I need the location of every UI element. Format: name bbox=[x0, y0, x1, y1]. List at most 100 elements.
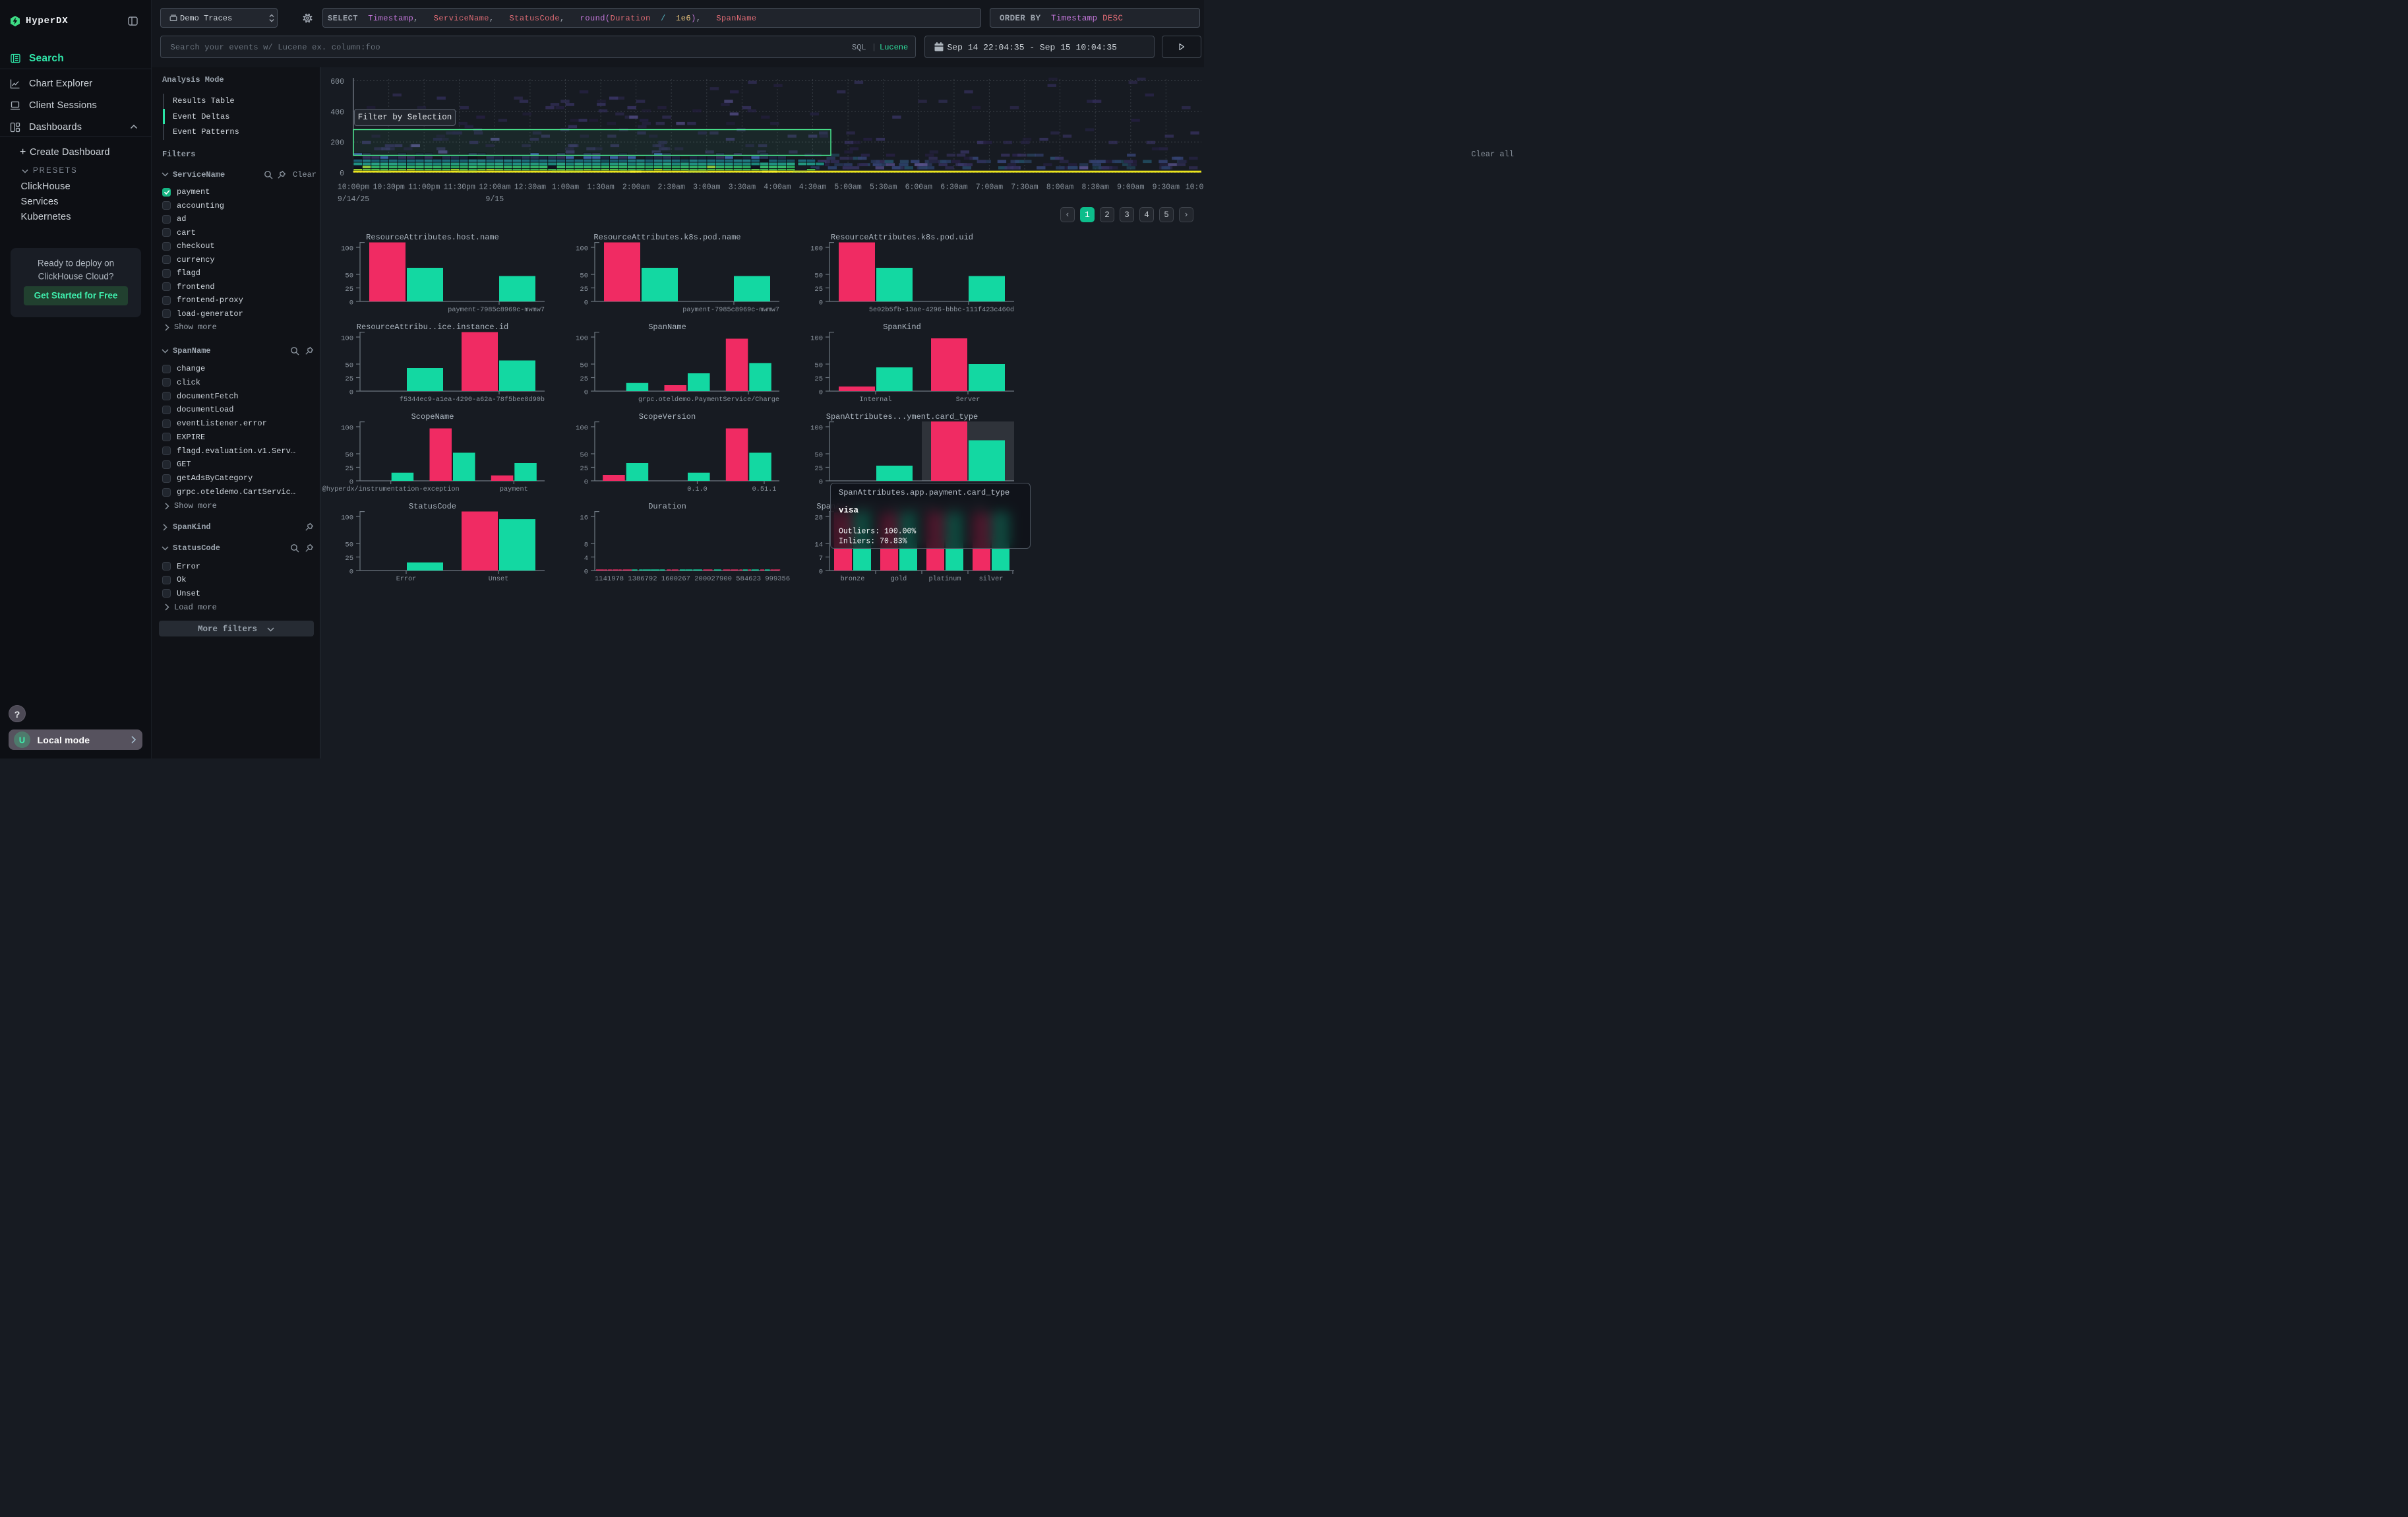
svg-text:SpanName: SpanName bbox=[648, 323, 686, 332]
svg-text:0: 0 bbox=[819, 479, 823, 487]
svg-text:5e02b5fb-13ae-4296-bbbc-111f42: 5e02b5fb-13ae-4296-bbbc-111f423c460d bbox=[869, 306, 1014, 314]
svg-text:0: 0 bbox=[819, 299, 823, 307]
svg-text:0: 0 bbox=[584, 479, 588, 487]
svg-text:14: 14 bbox=[814, 542, 823, 549]
svg-text:1:30am: 1:30am bbox=[587, 183, 615, 192]
svg-text:Unset: Unset bbox=[489, 576, 509, 583]
svg-text:25: 25 bbox=[345, 555, 353, 563]
svg-text:9:00am: 9:00am bbox=[1117, 183, 1145, 192]
svg-text:16: 16 bbox=[580, 514, 588, 522]
svg-text:8:30am: 8:30am bbox=[1081, 183, 1109, 192]
svg-text:2:30am: 2:30am bbox=[657, 183, 685, 192]
svg-text:11:30pm: 11:30pm bbox=[444, 183, 475, 192]
svg-text:0: 0 bbox=[819, 569, 823, 576]
svg-text:0: 0 bbox=[584, 569, 588, 576]
svg-text:50: 50 bbox=[345, 272, 353, 280]
svg-text:50: 50 bbox=[345, 542, 353, 549]
svg-text:2:00am: 2:00am bbox=[622, 183, 650, 192]
svg-text:11:00pm: 11:00pm bbox=[408, 183, 440, 192]
svg-text:25: 25 bbox=[345, 375, 353, 383]
svg-text:50: 50 bbox=[814, 452, 823, 460]
svg-text:4:00am: 4:00am bbox=[764, 183, 791, 192]
svg-text:100: 100 bbox=[576, 245, 588, 253]
svg-text:50: 50 bbox=[580, 361, 588, 369]
svg-text:9/15: 9/15 bbox=[485, 195, 504, 204]
svg-text:Server: Server bbox=[956, 396, 980, 404]
svg-text:0: 0 bbox=[349, 299, 353, 307]
svg-text:0: 0 bbox=[584, 299, 588, 307]
svg-text:100: 100 bbox=[810, 334, 823, 342]
svg-text:10:00am: 10:00am bbox=[1186, 183, 1204, 192]
svg-text:gold: gold bbox=[891, 575, 907, 583]
svg-text:4:30am: 4:30am bbox=[799, 183, 827, 192]
svg-text:ScopeVersion: ScopeVersion bbox=[639, 412, 696, 421]
svg-text:ResourceAttributes.k8s.pod.nam: ResourceAttributes.k8s.pod.name bbox=[593, 233, 740, 242]
svg-text:@hyperdx/instrumentation-excep: @hyperdx/instrumentation-exception bbox=[322, 485, 460, 493]
svg-text:5:30am: 5:30am bbox=[870, 183, 897, 192]
svg-text:200: 200 bbox=[330, 139, 344, 148]
svg-text:payment-7985c8969c-mwmw7: payment-7985c8969c-mwmw7 bbox=[448, 307, 545, 314]
svg-text:100: 100 bbox=[576, 425, 588, 433]
svg-text:ResourceAttribu..ice.instance.: ResourceAttribu..ice.instance.id bbox=[357, 323, 508, 332]
svg-text:silver: silver bbox=[979, 575, 1004, 583]
svg-text:8: 8 bbox=[584, 542, 588, 549]
svg-text:50: 50 bbox=[580, 272, 588, 280]
svg-text:9/14/25: 9/14/25 bbox=[338, 195, 369, 204]
svg-text:Error: Error bbox=[396, 576, 417, 583]
svg-text:28: 28 bbox=[814, 514, 823, 522]
svg-text:3:30am: 3:30am bbox=[729, 183, 756, 192]
svg-text:ResourceAttributes.k8s.pod.uid: ResourceAttributes.k8s.pod.uid bbox=[831, 233, 973, 242]
svg-text:6:00am: 6:00am bbox=[905, 183, 933, 192]
svg-text:25: 25 bbox=[345, 465, 353, 473]
svg-text:ResourceAttributes.host.name: ResourceAttributes.host.name bbox=[366, 233, 499, 242]
svg-text:0: 0 bbox=[349, 479, 353, 487]
svg-text:25: 25 bbox=[580, 286, 588, 294]
svg-text:25: 25 bbox=[814, 465, 823, 473]
svg-text:payment-7985c8969c-mwmw7: payment-7985c8969c-mwmw7 bbox=[682, 307, 779, 314]
svg-text:10:30pm: 10:30pm bbox=[373, 183, 404, 192]
svg-text:100: 100 bbox=[341, 425, 353, 433]
svg-text:100: 100 bbox=[576, 334, 588, 342]
svg-text:SpanAttributes...yment.card_ty: SpanAttributes...yment.card_type bbox=[826, 412, 978, 421]
svg-text:25: 25 bbox=[814, 286, 823, 294]
svg-text:25: 25 bbox=[580, 465, 588, 473]
svg-text:0.51.1: 0.51.1 bbox=[752, 486, 777, 493]
svg-text:100: 100 bbox=[341, 245, 353, 253]
svg-text:5:00am: 5:00am bbox=[834, 183, 862, 192]
svg-text:10:00pm: 10:00pm bbox=[338, 183, 369, 192]
svg-text:f5344ec9-a1ea-4290-a62a-78f5be: f5344ec9-a1ea-4290-a62a-78f5bee8d90b bbox=[400, 396, 545, 404]
svg-text:0: 0 bbox=[349, 569, 353, 576]
svg-text:50: 50 bbox=[345, 361, 353, 369]
svg-text:50: 50 bbox=[814, 272, 823, 280]
svg-text:0: 0 bbox=[340, 170, 344, 178]
svg-text:25: 25 bbox=[814, 375, 823, 383]
svg-text:0: 0 bbox=[584, 388, 588, 396]
svg-text:100: 100 bbox=[341, 334, 353, 342]
svg-text:0: 0 bbox=[819, 388, 823, 396]
svg-text:50: 50 bbox=[580, 452, 588, 460]
svg-text:9:30am: 9:30am bbox=[1153, 183, 1180, 192]
svg-text:platinum: platinum bbox=[929, 575, 961, 583]
svg-text:400: 400 bbox=[330, 108, 344, 117]
svg-text:ScopeName: ScopeName bbox=[411, 412, 454, 421]
svg-text:100: 100 bbox=[341, 514, 353, 522]
svg-text:0: 0 bbox=[349, 388, 353, 396]
svg-text:25: 25 bbox=[345, 286, 353, 294]
svg-text:12:00am: 12:00am bbox=[479, 183, 510, 192]
svg-text:50: 50 bbox=[345, 452, 353, 460]
svg-text:7:00am: 7:00am bbox=[976, 183, 1004, 192]
svg-text:12:30am: 12:30am bbox=[514, 183, 546, 192]
svg-text:1141978 1386792 1600267 200027: 1141978 1386792 1600267 200027900 584623… bbox=[595, 575, 790, 583]
svg-text:7: 7 bbox=[819, 555, 823, 563]
svg-text:Duration: Duration bbox=[648, 502, 686, 511]
svg-text:SpanKind: SpanKind bbox=[883, 323, 921, 332]
svg-text:50: 50 bbox=[814, 361, 823, 369]
svg-text:0.1.0: 0.1.0 bbox=[687, 486, 707, 493]
svg-text:100: 100 bbox=[810, 425, 823, 433]
svg-text:payment: payment bbox=[500, 486, 528, 493]
svg-text:3:00am: 3:00am bbox=[693, 183, 721, 192]
svg-text:600: 600 bbox=[330, 78, 344, 86]
svg-text:StatusCode: StatusCode bbox=[409, 502, 456, 511]
svg-text:25: 25 bbox=[580, 375, 588, 383]
svg-text:100: 100 bbox=[810, 245, 823, 253]
